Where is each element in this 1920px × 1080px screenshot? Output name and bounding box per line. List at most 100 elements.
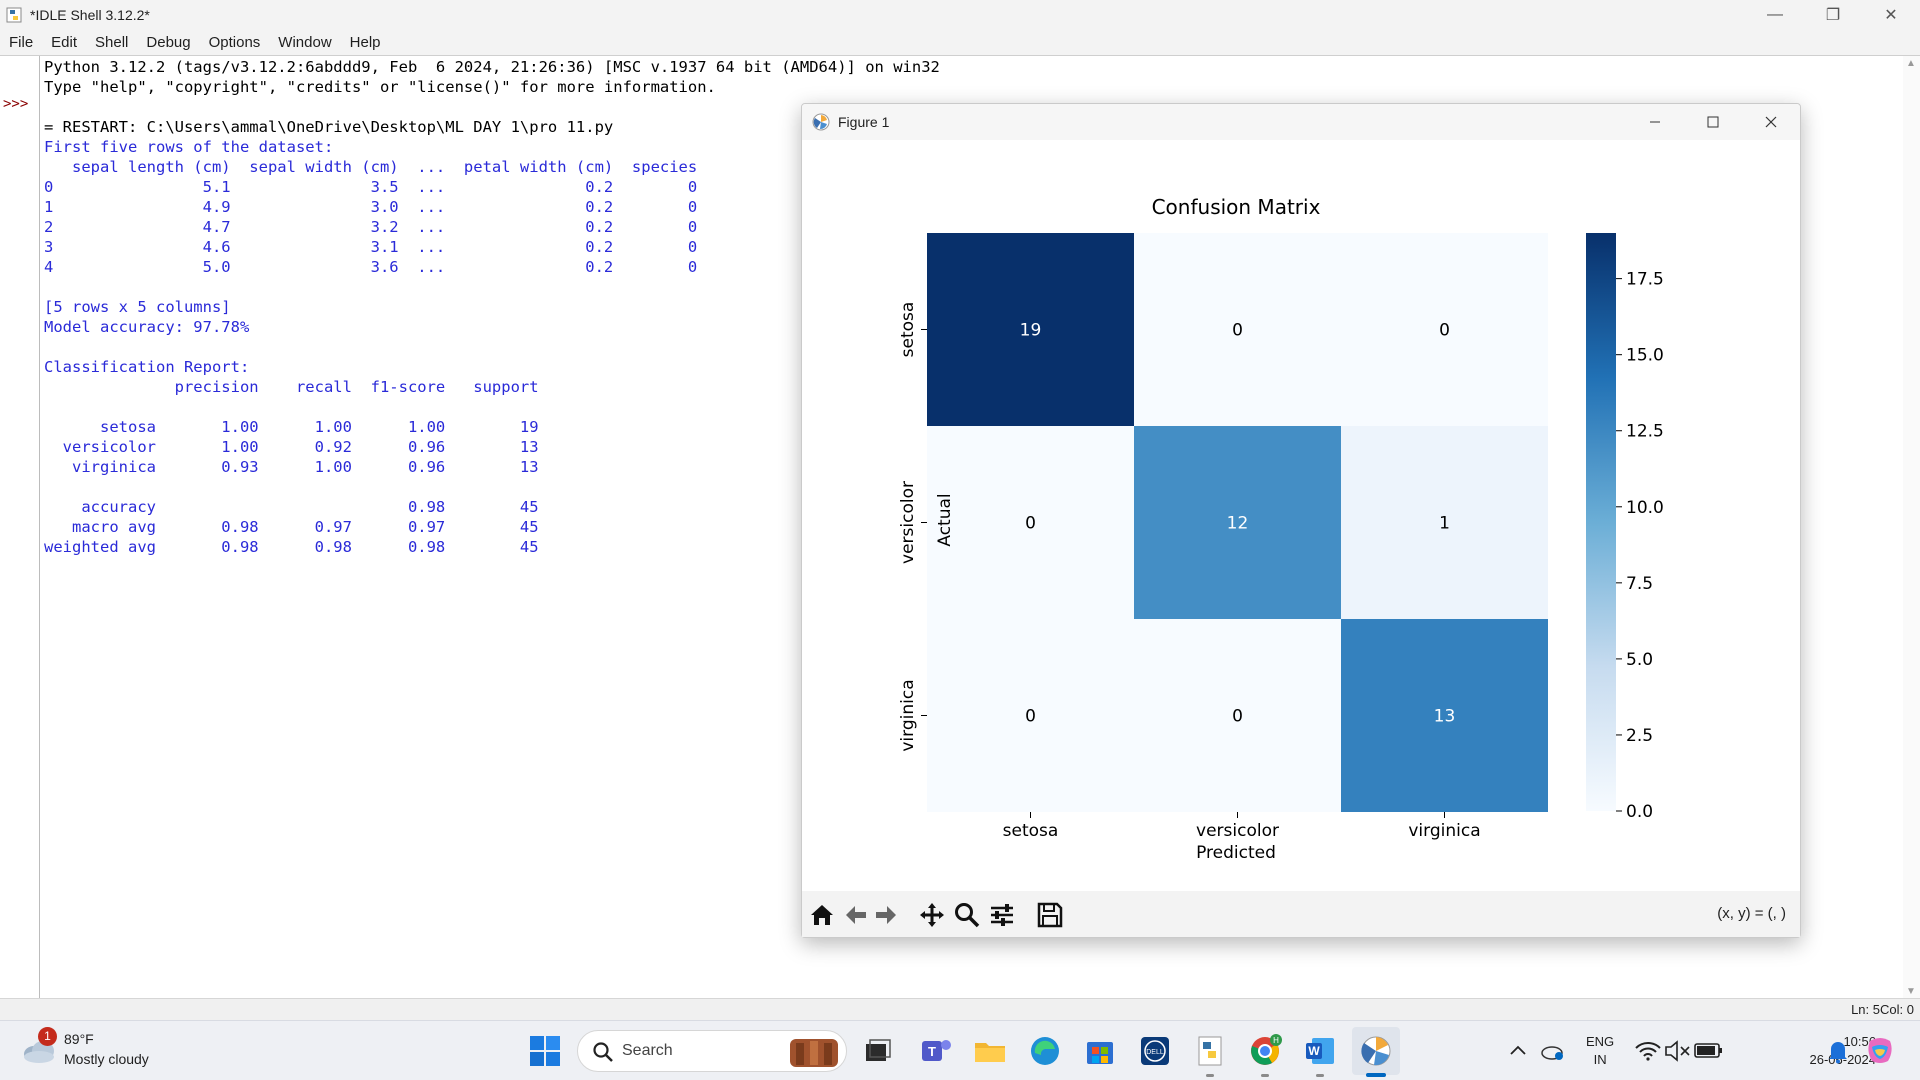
- search-highlight-icon: [790, 1039, 838, 1067]
- shell-output-line: sepal length (cm) sepal width (cm) ... p…: [44, 158, 698, 176]
- scroll-up-icon[interactable]: ▲: [1906, 58, 1916, 69]
- colorbar-tick-label: 7.5: [1626, 574, 1653, 594]
- task-view-icon[interactable]: [860, 1033, 896, 1069]
- shell-output-line: Python 3.12.2 (tags/v3.12.2:6abddd9, Feb…: [44, 58, 940, 76]
- heatmap-cell: [1134, 619, 1341, 812]
- heatmap-cell: [1341, 426, 1548, 619]
- heatmap-cell-value: 0: [1439, 321, 1450, 341]
- figure-close-button[interactable]: [1742, 104, 1800, 140]
- shell-output-line: accuracy 0.98 45: [44, 498, 539, 516]
- figure-maximize-button[interactable]: [1684, 104, 1742, 140]
- microsoft-store-icon[interactable]: [1082, 1033, 1118, 1069]
- language-indicator[interactable]: ENG IN: [1586, 1033, 1614, 1069]
- column-indicator: Col: 0: [1880, 1002, 1914, 1017]
- shell-output-line: Model accuracy: 97.78%: [44, 318, 250, 336]
- back-arrow-icon[interactable]: [842, 901, 870, 929]
- clock-date: 26-06-2024: [1809, 1052, 1877, 1067]
- y-tick-label: versicolor: [898, 481, 918, 564]
- menu-shell[interactable]: Shell: [95, 33, 129, 51]
- colorbar-tick-label: 2.5: [1626, 726, 1653, 746]
- shell-output-line: Classification Report:: [44, 358, 250, 376]
- shell-output-line: setosa 1.00 1.00 1.00 19: [44, 418, 539, 436]
- weather-temperature: 89°F: [64, 1031, 94, 1047]
- notification-bell-icon[interactable]: [1820, 1033, 1856, 1069]
- save-icon[interactable]: [1036, 901, 1064, 929]
- shell-output-line: precision recall f1-score support: [44, 378, 539, 396]
- heatmap-cell-value: 0: [1025, 514, 1036, 534]
- matplotlib-taskbar-icon: [1361, 1036, 1391, 1066]
- minimize-button[interactable]: —: [1767, 5, 1783, 23]
- teams-icon[interactable]: T: [918, 1033, 954, 1069]
- edge-icon[interactable]: [1027, 1033, 1063, 1069]
- shell-output-line: weighted avg 0.98 0.98 0.98 45: [44, 538, 539, 556]
- zoom-icon[interactable]: [953, 901, 981, 929]
- colorbar-tick-label: 5.0: [1626, 650, 1653, 670]
- matplotlib-taskbar-button[interactable]: [1352, 1027, 1400, 1075]
- figure-minimize-button[interactable]: [1626, 104, 1684, 140]
- shell-output-line: 3 4.6 3.1 ... 0.2 0: [44, 238, 698, 256]
- menu-window[interactable]: Window: [278, 33, 332, 51]
- scroll-down-icon[interactable]: ▼: [1906, 986, 1916, 997]
- weather-widget[interactable]: 1 89°F Mostly cloudy: [20, 1027, 180, 1073]
- dell-icon[interactable]: DELL: [1137, 1033, 1173, 1069]
- matplotlib-icon: [812, 113, 830, 131]
- volume-muted-icon[interactable]: [1660, 1033, 1696, 1069]
- figure-title: Figure 1: [838, 114, 890, 130]
- heatmap-cell: [927, 426, 1134, 619]
- close-button[interactable]: ✕: [1884, 6, 1898, 24]
- minimize-icon: [1650, 121, 1660, 123]
- active-window-indicator: [1366, 1073, 1386, 1077]
- forward-arrow-icon[interactable]: [872, 901, 900, 929]
- menu-help[interactable]: Help: [349, 33, 381, 51]
- menu-edit[interactable]: Edit: [51, 33, 78, 51]
- pan-icon[interactable]: [918, 901, 946, 929]
- svg-text:H: H: [1273, 1036, 1279, 1045]
- heatmap-cell: [1134, 426, 1341, 619]
- heatmap-cell-value: 13: [1434, 707, 1456, 727]
- configure-subplots-icon[interactable]: [988, 901, 1016, 929]
- shell-output[interactable]: Python 3.12.2 (tags/v3.12.2:6abddd9, Feb…: [44, 57, 940, 557]
- shell-output-line: [5 rows x 5 columns]: [44, 298, 231, 316]
- menu-options[interactable]: Options: [208, 33, 261, 51]
- notification-badge: 1: [38, 1027, 57, 1046]
- shell-output-line: Type "help", "copyright", "credits" or "…: [44, 78, 716, 96]
- menu-bar: File Edit Shell Debug Options Window Hel…: [0, 29, 1920, 55]
- x-tick-label: setosa: [1003, 821, 1059, 841]
- menu-file[interactable]: File: [9, 33, 34, 51]
- restore-button[interactable]: ❐: [1825, 6, 1841, 24]
- menu-debug[interactable]: Debug: [146, 33, 191, 51]
- python-idle-taskbar-icon[interactable]: [1192, 1033, 1228, 1069]
- chrome-icon[interactable]: H: [1247, 1033, 1283, 1069]
- system-clock[interactable]: 10:56 26-06-2024: [1800, 1033, 1877, 1069]
- figure-window[interactable]: Figure 1 Confusion Matrix 19 0 0 0 12 1 0 0 13 s…: [801, 103, 1801, 938]
- idle-running-indicator: [1206, 1074, 1214, 1077]
- home-icon[interactable]: [808, 901, 836, 929]
- x-tick-label: versicolor: [1196, 821, 1279, 841]
- copilot-icon[interactable]: [1862, 1033, 1898, 1069]
- windows-start-icon[interactable]: [527, 1033, 563, 1069]
- clock-time: 10:56: [1843, 1034, 1876, 1049]
- show-hidden-icons-chevron-icon[interactable]: [1500, 1033, 1536, 1069]
- x-axis-label: Predicted: [1196, 843, 1276, 863]
- y-tick-label: setosa: [898, 302, 918, 358]
- word-running-indicator: [1316, 1074, 1324, 1077]
- battery-icon[interactable]: [1690, 1033, 1726, 1069]
- onedrive-icon[interactable]: [1535, 1033, 1571, 1069]
- vertical-scrollbar[interactable]: ▲ ▼: [1903, 56, 1920, 999]
- wifi-icon[interactable]: [1630, 1033, 1666, 1069]
- shell-output-line: versicolor 1.00 0.92 0.96 13: [44, 438, 539, 456]
- colorbar-tick-label: 10.0: [1626, 498, 1664, 518]
- prompt-gutter: >>>: [0, 56, 40, 999]
- colorbar-tick-label: 17.5: [1626, 270, 1664, 290]
- file-explorer-icon[interactable]: [972, 1033, 1008, 1069]
- shell-output-line: = RESTART: C:\Users\ammal\OneDrive\Deskt…: [44, 118, 614, 136]
- taskbar-search[interactable]: Search: [577, 1030, 847, 1072]
- status-bar: Ln: 5 Col: 0: [0, 998, 1920, 1020]
- svg-text:DELL: DELL: [1146, 1049, 1164, 1056]
- search-icon: [593, 1042, 613, 1062]
- chrome-running-indicator: [1261, 1074, 1269, 1077]
- shell-output-line: 2 4.7 3.2 ... 0.2 0: [44, 218, 698, 236]
- word-icon[interactable]: W: [1302, 1033, 1338, 1069]
- heatmap-cell: [1134, 233, 1341, 426]
- heatmap-cell-value: 0: [1232, 707, 1243, 727]
